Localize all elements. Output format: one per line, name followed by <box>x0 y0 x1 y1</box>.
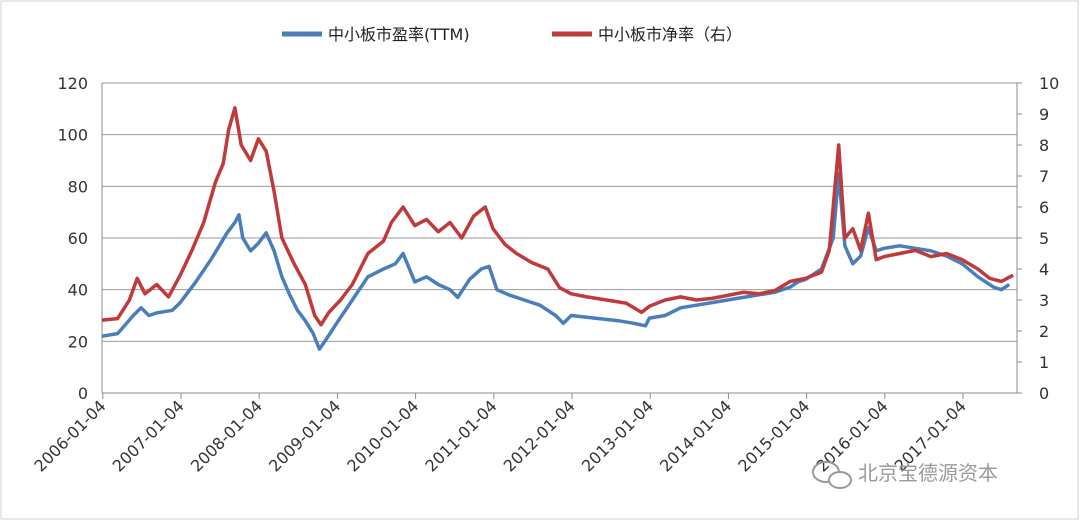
left-y-tick-label: 120 <box>57 74 88 93</box>
legend-label-pb: 中小板市净率（右） <box>598 25 742 44</box>
watermark: 北京宝德源资本 <box>812 461 998 489</box>
right-y-axis: 0 1 2 3 4 5 6 7 8 9 10 <box>1017 74 1059 403</box>
right-y-tick-label: 7 <box>1039 167 1049 186</box>
series-layer <box>101 106 1014 351</box>
left-y-tick-label: 40 <box>68 281 88 300</box>
left-y-tick-label: 80 <box>68 177 88 196</box>
series-line-pe <box>101 171 1011 351</box>
left-y-tick-label: 60 <box>68 229 88 248</box>
right-y-tick-label: 3 <box>1039 291 1049 310</box>
right-y-tick-label: 2 <box>1039 322 1049 341</box>
legend-label-pe: 中小板市盈率(TTM) <box>328 25 470 44</box>
chat-bubbles-icon <box>812 461 852 489</box>
right-y-tick-label: 10 <box>1039 74 1059 93</box>
legend: 中小板市盈率(TTM) 中小板市净率（右） <box>282 25 742 44</box>
watermark-text: 北京宝德源资本 <box>858 461 998 485</box>
right-y-tick-label: 5 <box>1039 229 1049 248</box>
right-y-tick-label: 6 <box>1039 198 1049 217</box>
right-y-tick-label: 0 <box>1039 384 1049 403</box>
right-y-tick-label: 8 <box>1039 136 1049 155</box>
right-y-tick-label: 9 <box>1039 105 1049 124</box>
left-y-tick-label: 20 <box>68 332 88 351</box>
series-line-pb <box>101 106 1014 327</box>
left-y-tick-label: 100 <box>57 126 88 145</box>
right-y-tick-label: 4 <box>1039 260 1049 279</box>
left-y-tick-label: 0 <box>78 384 88 403</box>
right-y-tick-label: 1 <box>1039 353 1049 372</box>
left-y-axis: 0 20 40 60 80 100 120 <box>57 74 1018 403</box>
